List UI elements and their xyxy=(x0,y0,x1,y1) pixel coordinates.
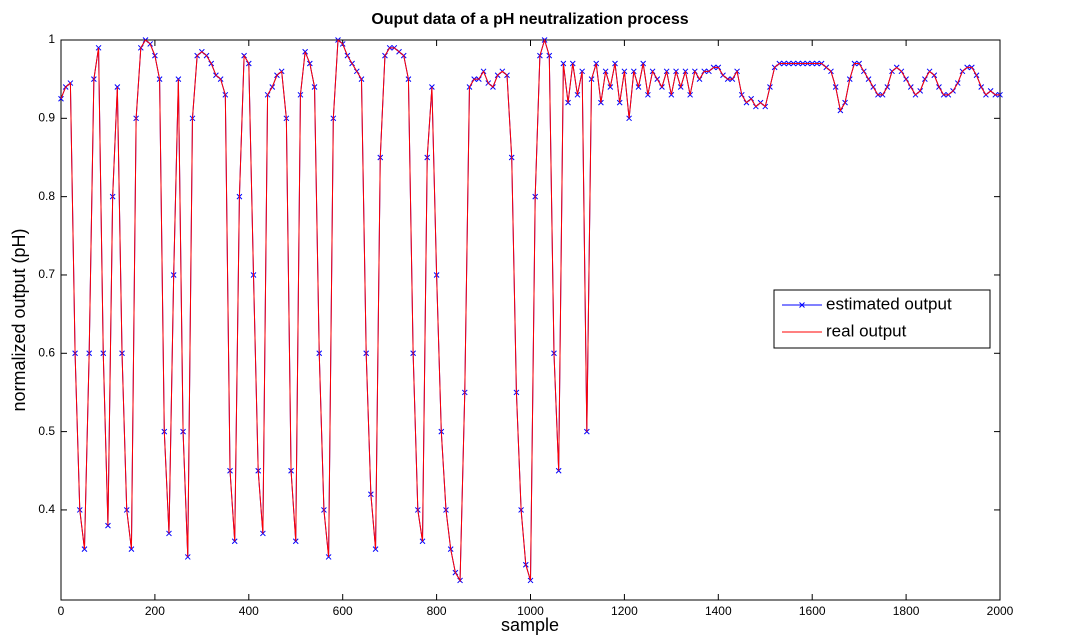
y-axis-label: normalized output (pH) xyxy=(9,228,29,411)
legend-marker xyxy=(799,302,805,308)
chart-title: Ouput data of a pH neutralization proces… xyxy=(371,11,688,28)
series-line xyxy=(60,38,1000,583)
x-tick-label: 2000 xyxy=(987,604,1014,618)
x-tick-label: 1800 xyxy=(893,604,920,618)
point-marker xyxy=(58,95,64,102)
x-tick-label: 0 xyxy=(58,604,65,618)
x-tick-label: 400 xyxy=(239,604,259,618)
x-tick-label: 600 xyxy=(333,604,353,618)
x-tick-label: 1600 xyxy=(799,604,826,618)
y-tick-label: 0.4 xyxy=(38,502,55,516)
y-tick-label: 0.8 xyxy=(38,189,55,203)
legend-label: estimated output xyxy=(826,294,952,313)
y-tick-label: 0.6 xyxy=(38,345,55,359)
legend-label: real output xyxy=(826,321,907,340)
x-tick-label: 800 xyxy=(427,604,447,618)
x-tick-label: 1400 xyxy=(705,604,732,618)
x-tick-label: 200 xyxy=(145,604,165,618)
x-tick-label: 1200 xyxy=(611,604,638,618)
legend-box xyxy=(773,289,991,349)
legend: estimated output real output xyxy=(773,289,991,349)
y-tick-label: 0.7 xyxy=(38,267,55,281)
x-tick-label: 1000 xyxy=(517,604,544,618)
y-tick-label: 0.9 xyxy=(38,110,55,124)
x-axis-label: sample xyxy=(501,615,559,635)
y-tick-label: 1 xyxy=(48,32,55,46)
y-tick-label: 0.5 xyxy=(38,424,55,438)
